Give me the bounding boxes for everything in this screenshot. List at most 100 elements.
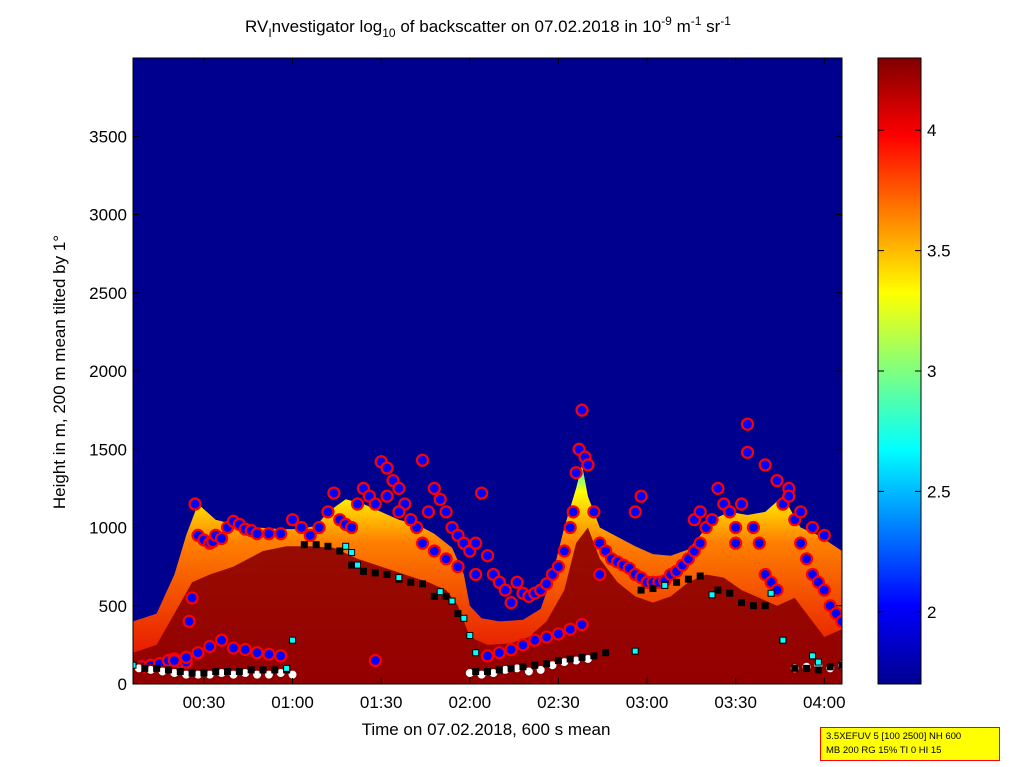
marker-circle (215, 531, 229, 546)
marker-circle (551, 560, 566, 574)
x-axis-label: Time on 07.02.2018, 600 s mean (362, 720, 611, 739)
marker-cyan-square (466, 631, 474, 639)
marker-circle (480, 649, 495, 663)
marker-circle (285, 513, 300, 527)
marker-black-square (531, 661, 539, 669)
marker-circle (740, 445, 755, 459)
marker-black-square (235, 667, 243, 675)
marker-circle (380, 489, 394, 503)
marker-black-square (407, 578, 415, 586)
marker-black-square (259, 666, 267, 674)
marker-circle (794, 536, 808, 550)
marker-circle (303, 528, 317, 542)
marker-black-square (371, 569, 379, 577)
marker-circle (504, 642, 518, 657)
y-tick-label: 2500 (89, 284, 127, 303)
marker-circle (274, 649, 288, 663)
chart-title: RVInvestigator log10 of backscatter on 0… (245, 14, 731, 40)
marker-black-square (442, 592, 450, 600)
y-tick-label: 3000 (89, 206, 127, 225)
marker-circle (226, 641, 241, 655)
marker-circle (723, 505, 737, 519)
marker-cyan-square (342, 542, 350, 550)
marker-cyan-square (767, 589, 775, 597)
marker-black-square (590, 652, 598, 660)
marker-black-square (495, 666, 503, 674)
marker-circle (758, 458, 772, 472)
y-tick-label: 3500 (89, 127, 127, 146)
y-axis: 0 500 1000 1500 2000 2500 3000 3500 (89, 127, 842, 694)
marker-black-square (348, 561, 356, 569)
marker-circle (191, 646, 205, 660)
marker-circle (480, 549, 495, 563)
marker-circle (415, 453, 430, 467)
marker-cyan-square (808, 652, 816, 660)
x-tick-label: 02:00 (449, 693, 492, 712)
marker-cyan-square (779, 636, 787, 644)
info-box-line-2: MB 200 RG 15% TI 0 HI 15 (826, 745, 942, 756)
colorbar-tick-label: 4 (927, 121, 936, 140)
marker-circle (557, 544, 571, 558)
marker-circle (469, 536, 483, 550)
marker-circle (474, 486, 489, 500)
marker-circle (182, 614, 196, 629)
markers-layer (133, 403, 842, 681)
marker-circle (817, 528, 831, 542)
y-tick-label: 1000 (89, 519, 127, 538)
marker-circle (569, 466, 583, 480)
x-tick-label: 01:30 (360, 693, 403, 712)
marker-circle (492, 646, 506, 660)
marker-black-square (749, 602, 757, 610)
marker-black-square (602, 649, 610, 657)
marker-circle (587, 505, 601, 519)
marker-circle (427, 481, 441, 495)
marker-black-square (519, 663, 527, 671)
marker-black-square (164, 666, 172, 674)
marker-black-square (336, 547, 344, 555)
marker-black-square (472, 667, 480, 675)
marker-circle (770, 473, 784, 488)
marker-circle (740, 417, 755, 431)
marker-black-square (484, 667, 491, 675)
marker-circle (628, 505, 642, 519)
marker-circle (634, 489, 648, 503)
marker-circle (250, 527, 264, 541)
marker-circle (294, 520, 308, 535)
x-tick-label: 04:00 (803, 693, 846, 712)
marker-circle (551, 627, 566, 641)
marker-circle (368, 497, 382, 511)
marker-circle (321, 505, 335, 519)
x-tick-label: 01:00 (271, 693, 314, 712)
marker-black-square (566, 655, 574, 663)
marker-black-square (826, 663, 834, 671)
marker-circle (469, 567, 483, 582)
marker-circle (734, 497, 749, 511)
marker-circle (566, 505, 580, 519)
marker-black-square (578, 653, 586, 661)
marker-circle (392, 505, 406, 519)
marker-cyan-square (460, 614, 468, 622)
marker-black-square (696, 572, 704, 580)
marker-black-square (300, 541, 308, 549)
marker-circle (752, 536, 766, 550)
marker-cyan-square (133, 661, 137, 669)
marker-circle (516, 638, 530, 652)
marker-circle (392, 481, 406, 495)
marker-circle (510, 575, 524, 589)
marker-cyan-square (354, 561, 362, 569)
x-tick-label: 03:30 (714, 693, 757, 712)
marker-black-square (791, 664, 799, 672)
colorbar (877, 57, 922, 685)
marker-cyan-square (395, 574, 403, 582)
marker-circle (427, 544, 441, 558)
marker-black-square (312, 541, 320, 549)
y-axis-label: Height in m, 200 m mean tilted by 1° (50, 235, 69, 509)
marker-black-square (176, 667, 184, 675)
marker-circle (746, 520, 760, 535)
marker-black-square (761, 602, 769, 610)
marker-circle (539, 577, 554, 591)
marker-circle (575, 617, 589, 632)
marker-circle (528, 633, 542, 647)
marker-circle (179, 650, 193, 664)
x-tick-label: 03:00 (626, 693, 669, 712)
